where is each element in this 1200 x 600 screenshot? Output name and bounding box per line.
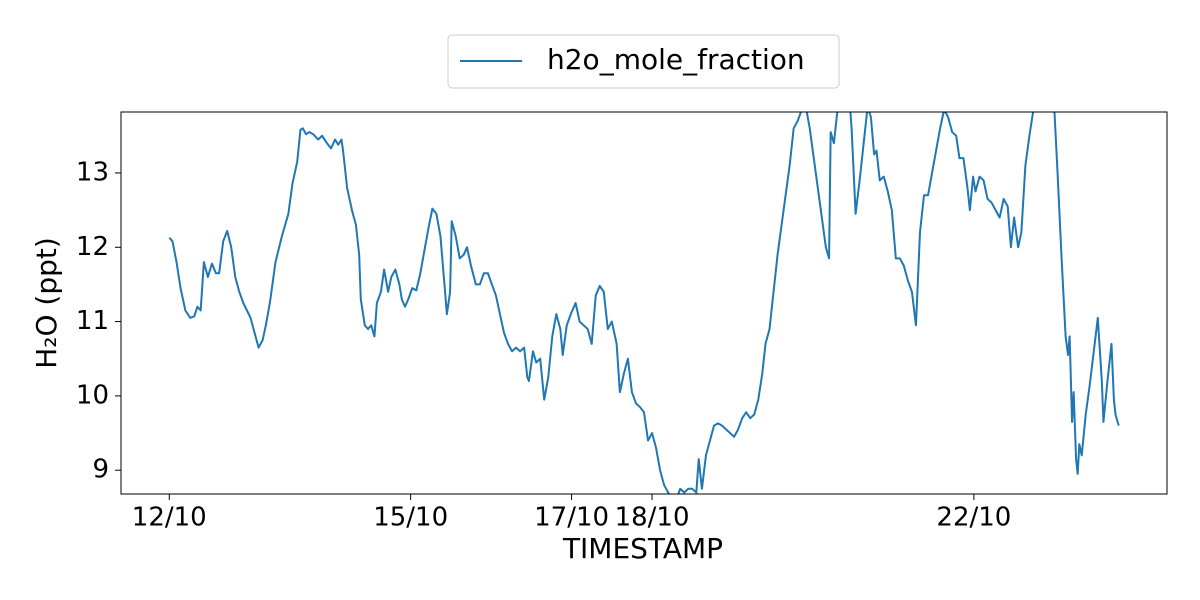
y-tick-label: 12 xyxy=(76,232,109,262)
y-tick-label: 10 xyxy=(76,380,109,410)
x-tick-label: 18/10 xyxy=(615,503,690,533)
x-tick-label: 17/10 xyxy=(534,503,609,533)
y-axis-label: H₂O (ppt) xyxy=(30,237,63,369)
legend-frame xyxy=(447,34,840,89)
legend: h2o_mole_fraction xyxy=(447,34,840,89)
y-tick-label: 13 xyxy=(76,157,109,187)
y-tick-label: 11 xyxy=(76,306,109,336)
data-line xyxy=(168,112,1120,494)
legend-label: h2o_mole_fraction xyxy=(547,43,805,76)
x-tick-label: 15/10 xyxy=(373,503,448,533)
plot-frame xyxy=(120,111,1168,495)
x-tick-label: 12/10 xyxy=(132,503,207,533)
x-axis-label: TIMESTAMP xyxy=(562,532,723,565)
y-tick-label: 9 xyxy=(92,455,109,485)
x-tick-label: 22/10 xyxy=(936,503,1011,533)
